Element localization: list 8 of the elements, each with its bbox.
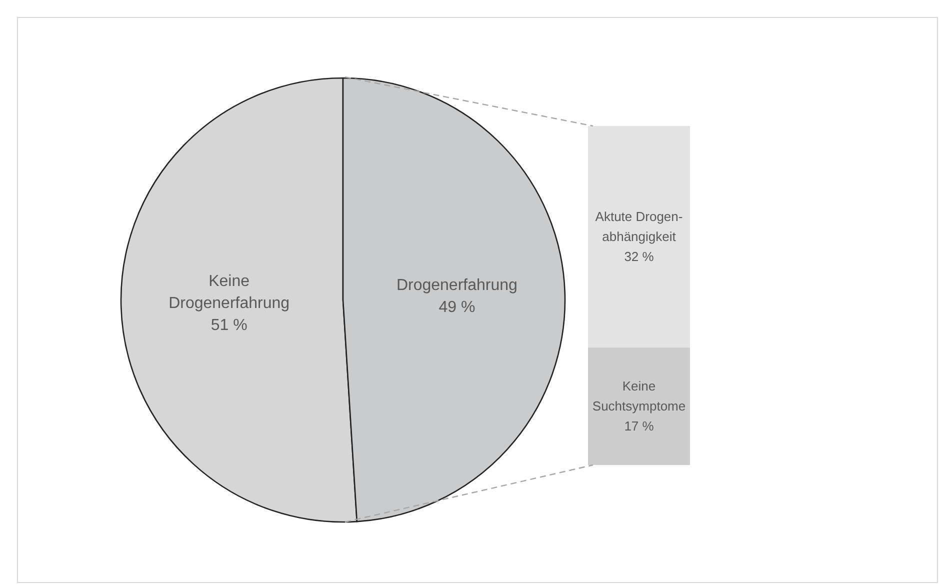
data-label: 49 % — [438, 298, 476, 316]
slice-label: Keine Drogenerfahrung — [168, 273, 290, 312]
series-label: Keine Suchtsymptome — [592, 378, 686, 414]
data-label: 51 % — [210, 317, 248, 334]
slice-label: Drogenerfahrung — [396, 276, 518, 294]
data-label: 32 % — [624, 249, 654, 264]
series-label: Aktute Drogen-abhängigkeit — [595, 209, 683, 244]
data-label: 17 % — [624, 418, 654, 434]
